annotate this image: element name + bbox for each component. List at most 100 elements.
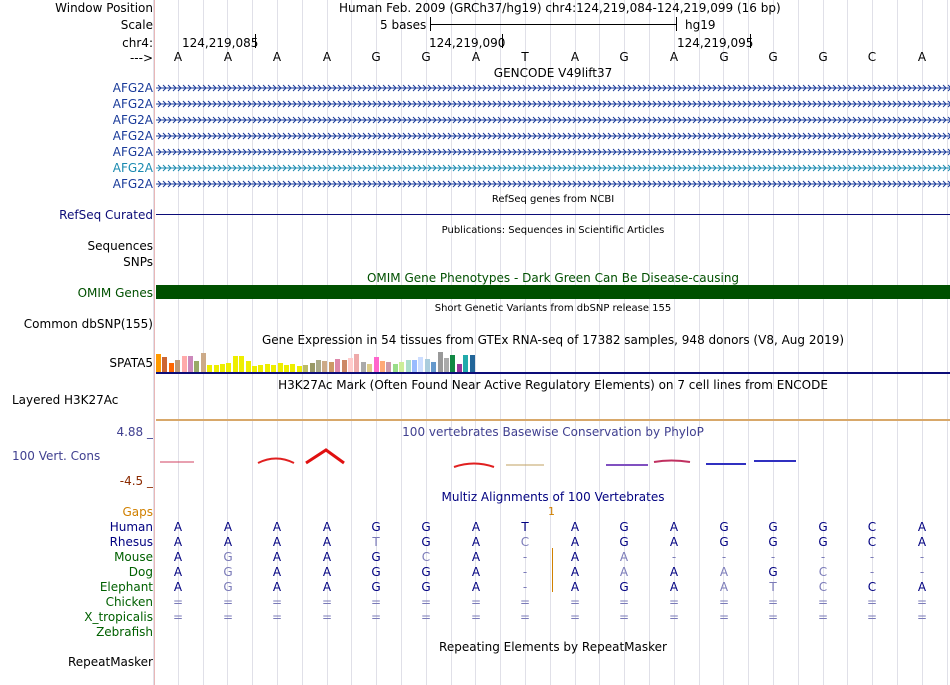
alignment-base: A [272, 565, 282, 579]
gtex-bar[interactable] [329, 362, 334, 372]
gtex-bar[interactable] [393, 364, 398, 372]
gtex-bar[interactable] [258, 365, 263, 372]
species-label-dog[interactable]: Dog [128, 565, 153, 579]
gtex-bar[interactable] [252, 366, 257, 372]
gtex-bar[interactable] [182, 356, 187, 372]
gtex-bar[interactable] [354, 354, 359, 372]
gtex-bar[interactable] [412, 360, 417, 372]
species-label-mouse[interactable]: Mouse [114, 550, 153, 564]
refseq-label[interactable]: RefSeq Curated [59, 208, 153, 222]
gtex-bar[interactable] [194, 361, 199, 372]
gencode-title: GENCODE V49lift37 [493, 66, 613, 80]
grid-line [401, 0, 402, 685]
gencode-transcript-6[interactable] [156, 163, 950, 173]
reference-base: C [867, 50, 877, 64]
alignment-base: = [271, 610, 283, 624]
reference-base: G [818, 50, 828, 64]
gtex-bar[interactable] [297, 366, 302, 372]
gencode-transcript-2[interactable] [156, 99, 950, 109]
gtex-bar[interactable] [162, 357, 167, 372]
alignment-base: - [869, 565, 875, 579]
gtex-bar[interactable] [284, 365, 289, 372]
omim-label[interactable]: OMIM Genes [77, 286, 153, 300]
gtex-bar[interactable] [239, 356, 244, 372]
gtex-bar[interactable] [342, 360, 347, 372]
gtex-bar[interactable] [214, 365, 219, 372]
gtex-bar[interactable] [156, 354, 161, 372]
gtex-bar[interactable] [374, 357, 379, 372]
gtex-bar[interactable] [438, 352, 443, 372]
gtex-bar[interactable] [450, 355, 455, 372]
gtex-bar[interactable] [335, 359, 340, 372]
dbsnp-label[interactable]: Common dbSNP(155) [23, 317, 153, 331]
gtex-bar[interactable] [290, 364, 295, 372]
gtex-bar[interactable] [207, 365, 212, 372]
gtex-bar[interactable] [386, 362, 391, 372]
gtex-bar[interactable] [246, 361, 251, 372]
species-label-xtropicalis[interactable]: X_tropicalis [84, 610, 153, 624]
gtex-bar[interactable] [470, 355, 475, 372]
species-label-zebrafish[interactable]: Zebrafish [96, 625, 153, 639]
assembly-position: Human Feb. 2009 (GRCh37/hg19) chr4:124,2… [339, 1, 781, 15]
gtex-bar[interactable] [310, 363, 315, 372]
gtex-bar[interactable] [431, 362, 436, 372]
gencode-transcript-3[interactable] [156, 115, 950, 125]
gtex-bar[interactable] [175, 360, 180, 372]
gtex-bar[interactable] [348, 358, 353, 372]
omim-gene-bar[interactable] [156, 285, 950, 299]
alignment-base: = [866, 610, 878, 624]
cons-wiggle[interactable] [156, 440, 950, 480]
gtex-bar[interactable] [278, 363, 283, 372]
gtex-bar[interactable] [406, 360, 411, 372]
gtex-bar[interactable] [316, 360, 321, 372]
gencode-label-7[interactable]: AFG2A [112, 177, 153, 191]
gencode-label-4[interactable]: AFG2A [112, 129, 153, 143]
gtex-bar[interactable] [457, 364, 462, 372]
gtex-bar[interactable] [169, 363, 174, 372]
refseq-gene-line[interactable] [156, 214, 950, 215]
gencode-label-1[interactable]: AFG2A [112, 81, 153, 95]
species-label-chicken[interactable]: Chicken [105, 595, 153, 609]
species-label-rhesus[interactable]: Rhesus [109, 535, 153, 549]
gtex-bar[interactable] [399, 362, 404, 372]
alignment-base: A [669, 580, 679, 594]
gtex-bar[interactable] [226, 363, 231, 372]
snps-label[interactable]: SNPs [123, 255, 153, 269]
sequences-label[interactable]: Sequences [87, 239, 153, 253]
gtex-bar[interactable] [444, 358, 449, 372]
gtex-bar[interactable] [425, 359, 430, 372]
gtex-bar[interactable] [233, 356, 238, 372]
gaps-label[interactable]: Gaps [122, 505, 153, 519]
gtex-bar[interactable] [418, 357, 423, 372]
gtex-bar[interactable] [271, 365, 276, 372]
gencode-transcript-7[interactable] [156, 179, 950, 189]
repeatmasker-label[interactable]: RepeatMasker [67, 655, 153, 669]
gtex-bar[interactable] [380, 361, 385, 372]
gencode-transcript-4[interactable] [156, 131, 950, 141]
gtex-gene-label[interactable]: SPATA5 [109, 356, 153, 370]
gencode-label-3[interactable]: AFG2A [112, 113, 153, 127]
gtex-bar[interactable] [361, 362, 366, 372]
track-area[interactable]: Human Feb. 2009 (GRCh37/hg19) chr4:124,2… [153, 0, 950, 685]
scale-text: 5 bases [380, 18, 427, 32]
gtex-bar[interactable] [220, 364, 225, 372]
species-label-elephant[interactable]: Elephant [99, 580, 153, 594]
h3k27ac-label[interactable]: Layered H3K27Ac [12, 393, 119, 407]
gtex-bar[interactable] [201, 353, 206, 372]
gtex-bar[interactable] [367, 364, 372, 372]
gtex-bar[interactable] [188, 356, 193, 372]
gencode-transcript-5[interactable] [156, 147, 950, 157]
alignment-base: A [917, 520, 927, 534]
species-label-human[interactable]: Human [109, 520, 153, 534]
gencode-label-2[interactable]: AFG2A [112, 97, 153, 111]
gtex-bar[interactable] [322, 361, 327, 372]
grid-line [227, 0, 228, 685]
gtex-bar[interactable] [463, 355, 468, 372]
cons-label[interactable]: 100 Vert. Cons [12, 449, 101, 463]
gencode-label-5[interactable]: AFG2A [112, 145, 153, 159]
gencode-label-6[interactable]: AFG2A [112, 161, 153, 175]
gencode-transcript-1[interactable] [156, 83, 950, 93]
gtex-bar[interactable] [265, 364, 270, 372]
grid-line [376, 0, 377, 685]
gtex-bar[interactable] [303, 365, 308, 372]
